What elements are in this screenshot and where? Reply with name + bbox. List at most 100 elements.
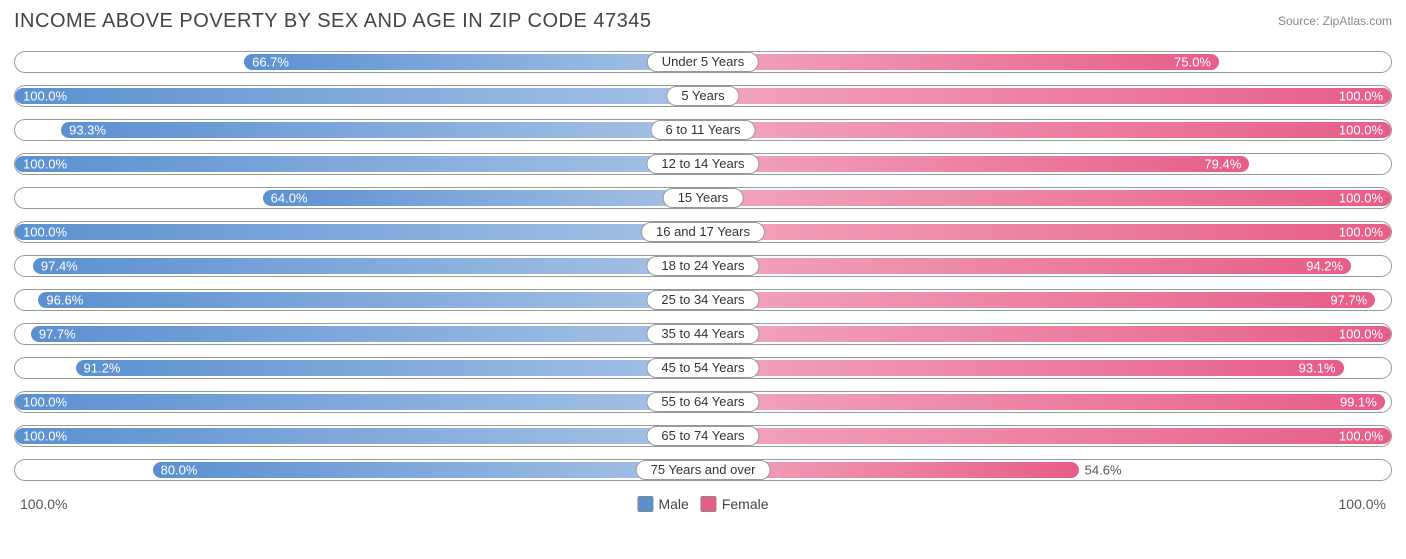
chart-row: 64.0% 100.0% 15 Years [14,183,1392,213]
age-group-label: 15 Years [663,188,744,208]
female-track: 93.1% [703,357,1392,379]
male-bar [263,190,703,206]
male-value: 100.0% [23,395,67,410]
female-bar [703,88,1391,104]
female-value: 93.1% [1299,361,1336,376]
male-track: 100.0% [14,153,703,175]
male-bar [38,292,703,308]
female-bar [703,326,1391,342]
chart-title: INCOME ABOVE POVERTY BY SEX AND AGE IN Z… [14,10,651,33]
legend-item-male: Male [637,496,688,512]
female-bar [703,360,1344,376]
chart-row: 100.0% 99.1% 55 to 64 Years [14,387,1392,417]
age-group-label: 6 to 11 Years [651,120,756,140]
female-bar [703,394,1385,410]
male-value: 97.7% [39,327,76,342]
male-value: 100.0% [23,89,67,104]
female-value: 99.1% [1340,395,1377,410]
male-track: 66.7% [14,51,703,73]
female-value: 75.0% [1174,55,1211,70]
male-track: 64.0% [14,187,703,209]
male-track: 100.0% [14,391,703,413]
male-value: 91.2% [84,361,121,376]
axis-label-right: 100.0% [1339,496,1386,512]
age-group-label: 16 and 17 Years [641,222,765,242]
female-track: 79.4% [703,153,1392,175]
female-track: 75.0% [703,51,1392,73]
age-group-label: 65 to 74 Years [646,426,759,446]
female-track: 100.0% [703,221,1392,243]
female-value: 100.0% [1339,123,1383,138]
age-group-label: 18 to 24 Years [646,256,759,276]
male-track: 97.7% [14,323,703,345]
male-value: 66.7% [252,55,289,70]
female-value: 100.0% [1339,225,1383,240]
male-track: 100.0% [14,425,703,447]
chart-row: 100.0%100.0%5 Years [14,81,1392,111]
female-bar [703,292,1375,308]
female-value: 100.0% [1339,429,1383,444]
age-group-label: 25 to 34 Years [646,290,759,310]
male-value: 97.4% [41,259,78,274]
age-group-label: 45 to 54 Years [646,358,759,378]
female-track: 100.0% [703,85,1392,107]
female-value: 100.0% [1339,327,1383,342]
female-bar [703,190,1391,206]
female-track: 100.0% [703,119,1392,141]
male-bar [33,258,703,274]
male-bar [15,394,703,410]
chart-row: 96.6% 97.7%25 to 34 Years [14,285,1392,315]
diverging-bar-chart: 66.7%75.0%Under 5 Years100.0%100.0%5 Yea… [14,47,1392,485]
male-track: 100.0% [14,85,703,107]
male-track: 93.3% [14,119,703,141]
female-track: 100.0% [703,187,1392,209]
female-track: 100.0% [703,425,1392,447]
male-value: 100.0% [23,157,67,172]
female-track: 97.7% [703,289,1392,311]
legend-label-female: Female [722,496,769,512]
chart-row: 91.2% 93.1% 45 to 54 Years [14,353,1392,383]
age-group-label: 75 Years and over [636,460,771,480]
legend: Male Female [637,496,768,512]
legend-label-male: Male [658,496,688,512]
female-value: 100.0% [1339,89,1383,104]
male-value: 100.0% [23,429,67,444]
age-group-label: 12 to 14 Years [646,154,759,174]
male-value: 93.3% [69,123,106,138]
male-bar [15,224,703,240]
chart-row: 100.0% 79.4%12 to 14 Years [14,149,1392,179]
swatch-female [701,496,717,512]
male-track: 96.6% [14,289,703,311]
female-value: 100.0% [1339,191,1383,206]
female-bar [703,122,1391,138]
female-bar [703,156,1249,172]
chart-row: 66.7% 75.0% Under 5 Years [14,47,1392,77]
age-group-label: Under 5 Years [647,52,759,72]
male-track: 91.2% [14,357,703,379]
female-track: 94.2% [703,255,1392,277]
chart-row: 93.3% 100.0% 6 to 11 Years [14,115,1392,145]
chart-row: 100.0% 100.0% 65 to 74 Years [14,421,1392,451]
legend-item-female: Female [701,496,769,512]
female-bar [703,428,1391,444]
male-bar [15,88,703,104]
male-value: 100.0% [23,225,67,240]
male-bar [31,326,703,342]
male-bar [153,462,703,478]
male-track: 80.0% [14,459,703,481]
chart-footer: 100.0% Male Female 100.0% [14,493,1392,515]
chart-row: 80.0% 54.6% 75 Years and over [14,455,1392,485]
chart-row: 97.7% 100.0% 35 to 44 Years [14,319,1392,349]
male-bar [76,360,703,376]
male-value: 64.0% [271,191,308,206]
male-track: 100.0% [14,221,703,243]
age-group-label: 35 to 44 Years [646,324,759,344]
age-group-label: 55 to 64 Years [646,392,759,412]
male-bar [15,156,703,172]
male-value: 96.6% [46,293,83,308]
axis-label-left: 100.0% [20,496,67,512]
female-bar [703,258,1351,274]
female-value: 94.2% [1306,259,1343,274]
female-value: 54.6% [1085,463,1122,478]
female-track: 99.1% [703,391,1392,413]
